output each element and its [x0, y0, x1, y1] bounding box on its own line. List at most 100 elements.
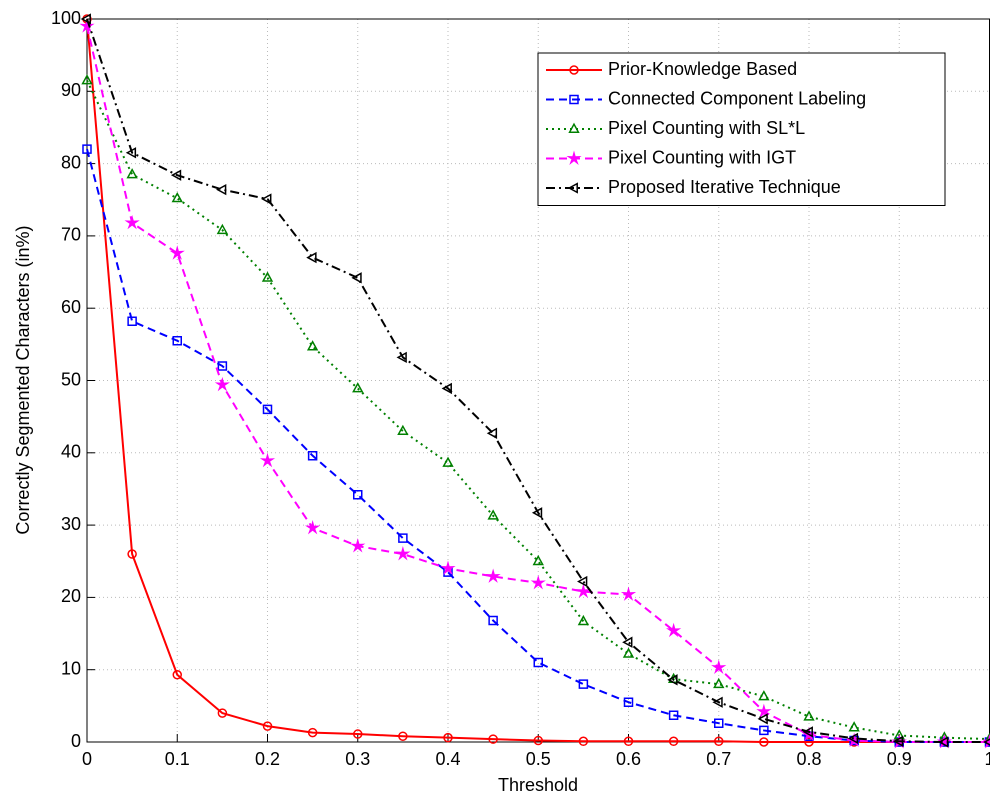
marker	[169, 245, 185, 260]
y-axis-label: Correctly Segmented Characters (in%)	[13, 225, 33, 534]
y-tick-label: 0	[71, 731, 81, 751]
marker	[668, 710, 679, 720]
marker	[124, 214, 140, 230]
marker	[261, 193, 272, 205]
marker	[81, 74, 93, 85]
marker	[172, 670, 183, 680]
marker	[217, 708, 228, 718]
marker	[216, 223, 229, 235]
marker	[395, 546, 411, 561]
x-tick-label: 0.1	[165, 749, 190, 769]
series-line	[86, 18, 990, 743]
marker	[440, 560, 456, 575]
marker	[170, 169, 182, 181]
marker	[488, 615, 498, 626]
y-tick-label: 10	[61, 658, 81, 678]
legend-box	[537, 52, 946, 206]
x-tick-label: 0.3	[345, 749, 370, 769]
marker	[533, 735, 544, 746]
marker	[530, 574, 546, 590]
marker	[668, 736, 679, 747]
marker	[485, 568, 501, 583]
marker	[82, 14, 92, 24]
marker	[577, 614, 590, 626]
y-tick-label: 60	[61, 297, 81, 317]
x-tick-label: 0.5	[526, 749, 551, 769]
marker	[487, 509, 499, 520]
marker	[353, 489, 363, 500]
marker	[622, 647, 635, 658]
marker	[396, 351, 407, 364]
marker	[217, 361, 228, 371]
marker	[306, 251, 317, 264]
marker	[531, 507, 543, 519]
marker	[533, 657, 543, 668]
marker	[127, 316, 137, 326]
legend-label: Pixel Counting with IGT	[608, 147, 796, 167]
series-line	[86, 148, 990, 743]
marker	[486, 427, 498, 439]
marker	[442, 456, 454, 467]
marker	[125, 147, 137, 159]
x-tick-label: 1	[984, 749, 990, 769]
legend-marker	[567, 182, 578, 194]
marker	[171, 191, 183, 203]
marker	[398, 533, 408, 543]
y-tick-label: 30	[61, 514, 81, 534]
marker	[847, 732, 859, 745]
marker	[667, 674, 678, 686]
y-tick-label: 70	[61, 225, 81, 245]
marker	[305, 520, 321, 535]
marker	[441, 382, 452, 395]
legend: Prior-Knowledge Based Connected Component…	[537, 52, 946, 206]
marker	[758, 690, 770, 701]
x-tick-label: 0.2	[255, 749, 280, 769]
marker	[713, 677, 725, 689]
y-tick-label: 20	[61, 586, 81, 606]
marker	[82, 144, 92, 154]
marker	[172, 335, 182, 346]
marker	[532, 554, 544, 566]
marker	[756, 703, 772, 719]
marker	[443, 732, 453, 743]
marker	[262, 404, 273, 415]
x-tick-label: 0.7	[706, 749, 731, 769]
marker	[350, 538, 366, 553]
marker	[714, 718, 724, 728]
legend-marker	[566, 150, 582, 165]
y-tick-label: 90	[61, 80, 81, 100]
marker	[488, 734, 498, 744]
marker	[214, 376, 230, 392]
marker	[126, 168, 138, 179]
y-tick-label: 80	[61, 152, 81, 172]
legend-label: Proposed Iterative Technique	[608, 177, 841, 197]
x-tick-label: 0	[82, 749, 92, 769]
marker	[398, 731, 408, 741]
x-tick-label: 0.8	[796, 749, 821, 769]
marker	[127, 549, 137, 559]
marker	[261, 271, 274, 282]
marker	[307, 727, 318, 738]
legend-marker	[569, 94, 579, 105]
marker	[849, 735, 859, 746]
marker	[216, 183, 227, 196]
x-tick-label: 0.6	[616, 749, 641, 769]
legend-label: Connected Component Labeling	[608, 88, 866, 108]
marker	[714, 736, 724, 747]
marker	[938, 736, 949, 748]
marker	[666, 622, 682, 638]
marker	[79, 18, 95, 33]
marker	[620, 586, 637, 601]
marker	[307, 450, 318, 461]
legend-label: Prior-Knowledge Based	[608, 59, 797, 79]
x-tick-label: 0.9	[887, 749, 912, 769]
marker	[984, 737, 990, 747]
marker	[623, 697, 634, 707]
x-axis-label: Threshold	[498, 775, 578, 795]
marker	[351, 272, 362, 284]
marker	[352, 382, 364, 393]
marker	[262, 721, 273, 731]
y-tick-label: 40	[61, 442, 81, 462]
marker	[306, 340, 319, 351]
